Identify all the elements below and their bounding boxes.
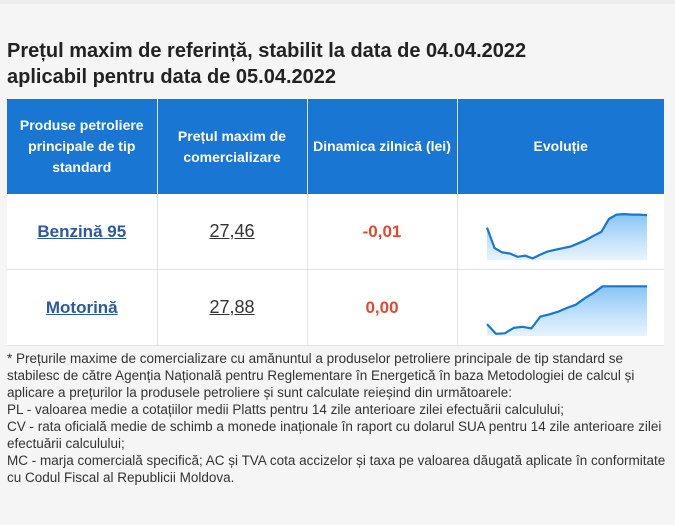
change-cell: 0,00 bbox=[307, 269, 458, 346]
sparkline-area bbox=[486, 285, 647, 336]
page-title: Prețul maxim de referință, stabilit la d… bbox=[7, 38, 657, 90]
sparkline-motorina bbox=[485, 284, 647, 336]
change-cell: -0,01 bbox=[307, 194, 458, 270]
product-link-motorina[interactable]: Motorină bbox=[45, 297, 118, 317]
sparkline-benzina-95 bbox=[485, 212, 647, 260]
table-header-row: Produse petroliere principale de tip sta… bbox=[7, 99, 664, 194]
product-cell: Benzină 95 bbox=[7, 194, 158, 270]
page-title-line-2: aplicabil pentru data de 05.04.2022 bbox=[7, 66, 337, 88]
footnote-mc: MC - marja comercială specifică; AC și T… bbox=[7, 453, 666, 485]
table-row: Benzină 95 27,46 -0,01 bbox=[7, 194, 664, 270]
sparkline-line bbox=[485, 284, 647, 335]
footnote-intro: * Prețurile maxime de comercializare cu … bbox=[7, 351, 635, 400]
price-table: Produse petroliere principale de tip sta… bbox=[7, 99, 664, 346]
daily-change-value: -0,01 bbox=[362, 221, 402, 241]
sparkline-area bbox=[486, 213, 647, 260]
evolution-cell bbox=[457, 194, 664, 270]
price-value[interactable]: 27,46 bbox=[209, 221, 255, 241]
table-row: Motorină 27,88 0,00 bbox=[7, 269, 664, 346]
price-cell: 27,88 bbox=[157, 269, 308, 346]
price-value[interactable]: 27,88 bbox=[209, 297, 255, 317]
header-max-price: Prețul maxim de comercializare bbox=[157, 99, 308, 194]
evolution-cell bbox=[457, 269, 664, 346]
daily-change-value: 0,00 bbox=[365, 297, 399, 317]
top-divider bbox=[0, 0, 675, 4]
footnotes: * Prețurile maxime de comercializare cu … bbox=[7, 350, 667, 486]
header-evolution: Evoluție bbox=[457, 99, 664, 194]
footnote-cv: CV - rata oficială medie de schimb a mon… bbox=[7, 419, 662, 451]
page-title-line-1: Prețul maxim de referință, stabilit la d… bbox=[7, 40, 527, 62]
footnote-pl: PL - valoarea medie a cotațiilor medii P… bbox=[7, 402, 565, 417]
sparkline-line bbox=[485, 212, 647, 259]
header-products: Produse petroliere principale de tip sta… bbox=[7, 99, 158, 194]
product-link-benzina-95[interactable]: Benzină 95 bbox=[37, 221, 127, 241]
header-daily-change: Dinamica zilnică (lei) bbox=[307, 99, 458, 194]
price-cell: 27,46 bbox=[157, 194, 308, 270]
product-cell: Motorină bbox=[7, 269, 158, 346]
